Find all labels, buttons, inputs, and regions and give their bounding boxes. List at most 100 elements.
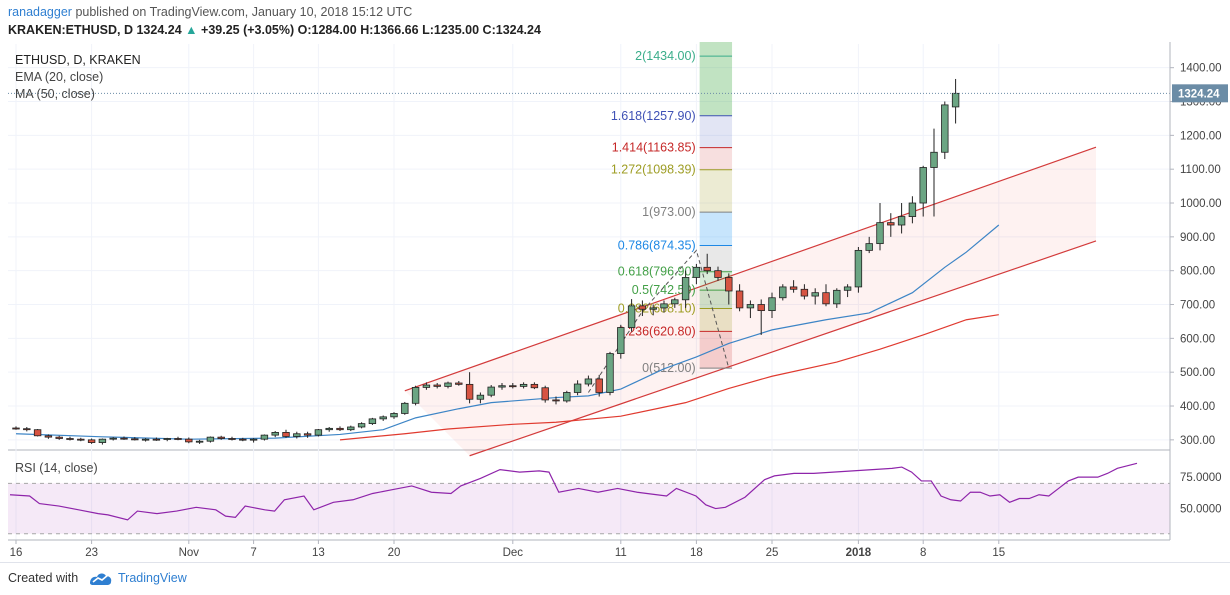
candle-body <box>314 429 323 436</box>
candle-body <box>66 438 74 440</box>
high-value: 1366.66 <box>373 23 419 37</box>
channel-upper-line <box>404 146 1097 392</box>
candle-body <box>487 386 495 396</box>
published-text: published on TradingView.com, January 10… <box>75 5 413 19</box>
time-tick-label: 7 <box>250 547 256 559</box>
chart-svg[interactable]: 2(1434.00) 1.618(1257.90) 1.414(1163.85) 1.… <box>0 42 1230 562</box>
rsi-tick-label: 75.0000 <box>1180 472 1222 484</box>
candle-body <box>476 394 485 400</box>
candle-body <box>249 438 258 441</box>
candle-body <box>422 384 431 388</box>
price-tick-label: 300.00 <box>1180 435 1215 447</box>
time-tick-label: 16 <box>10 547 23 559</box>
price-tick-label: 600.00 <box>1180 333 1215 345</box>
fib-level-label: 1.618(1257.90) <box>611 109 696 123</box>
change-arrow-icon: ▲ <box>185 23 198 37</box>
fib-trend-path <box>587 249 730 393</box>
candle-body <box>347 426 355 431</box>
candle-body <box>563 392 571 402</box>
publish-line: ranadagger published on TradingView.com,… <box>8 5 412 19</box>
candle-body <box>941 104 949 153</box>
candle-body <box>12 427 20 430</box>
fib-zone <box>699 169 733 213</box>
tradingview-logo-icon <box>90 573 112 585</box>
legend-rsi[interactable]: RSI (14, close) <box>15 461 98 475</box>
candle-body <box>120 437 128 440</box>
candle-body <box>584 378 593 385</box>
price-tick-label: 1000.00 <box>1180 198 1222 210</box>
last-price-badge-label: 1324.24 <box>1178 88 1220 100</box>
candle-body <box>152 438 161 441</box>
candle-body <box>217 436 225 439</box>
candle-body <box>357 423 366 428</box>
candle-body <box>509 385 517 388</box>
fib-zone <box>699 147 733 170</box>
created-with-text: Created with <box>8 571 79 585</box>
candle-body <box>671 299 679 305</box>
candle-body <box>33 429 42 437</box>
candle-body <box>768 297 776 312</box>
candle-body <box>498 385 506 388</box>
candle-body <box>541 387 549 401</box>
candle-body <box>606 353 614 393</box>
candle-body <box>757 304 765 312</box>
candle-body <box>703 266 711 272</box>
candle-body <box>876 222 884 245</box>
author-link[interactable]: ranadagger <box>8 5 72 19</box>
candle-body <box>811 292 819 297</box>
fib-level-label: 1.272(1098.39) <box>611 163 696 177</box>
time-tick-label: 15 <box>992 547 1005 559</box>
candle-body <box>854 249 863 288</box>
fib-zone <box>699 290 733 309</box>
last-price: 1324.24 <box>136 23 182 37</box>
candle-body <box>303 433 312 436</box>
price-tick-label: 500.00 <box>1180 367 1215 379</box>
grid <box>8 44 1170 540</box>
candle-body <box>714 270 722 278</box>
fib-level-label: 0.236(620.80) <box>618 324 696 338</box>
tradingview-link[interactable]: TradingView <box>118 571 187 585</box>
change-value: +39.25 (+3.05%) <box>201 23 295 37</box>
fib-level-label: 0.786(874.35) <box>618 239 696 253</box>
ma-50-line <box>339 314 999 441</box>
candle-body <box>411 387 420 404</box>
fib-zone <box>699 56 733 116</box>
candle-body <box>833 289 841 305</box>
fibonacci-extension: 2(1434.00) 1.618(1257.90) 1.414(1163.85) 1.… <box>587 42 733 393</box>
legend-ema[interactable]: EMA (20, close) <box>15 70 103 84</box>
candle-body <box>174 438 182 440</box>
candle-body <box>185 438 193 443</box>
candle-body <box>638 305 647 310</box>
candle-body <box>649 307 657 310</box>
candle-body <box>530 383 539 389</box>
time-tick-label: 13 <box>312 547 325 559</box>
candle-body <box>897 216 906 226</box>
candle-body <box>293 433 301 437</box>
candle-body <box>44 435 53 438</box>
candle-body <box>77 438 85 441</box>
candle-body <box>239 438 247 441</box>
price-tick-label: 900.00 <box>1180 232 1215 244</box>
candle-body <box>55 436 63 439</box>
rsi-tick-label: 50.0000 <box>1180 504 1222 516</box>
chart-area[interactable]: 2(1434.00) 1.618(1257.90) 1.414(1163.85) 1.… <box>0 42 1230 562</box>
candle-body <box>692 266 701 278</box>
fib-zone <box>699 115 733 148</box>
legend-ma[interactable]: MA (50, close) <box>15 87 95 101</box>
fib-level-label: 0.618(796.90) <box>618 265 696 279</box>
candle-body <box>908 202 917 217</box>
candle-body <box>98 438 107 443</box>
time-tick-label: 11 <box>615 547 627 559</box>
candle-body <box>195 440 204 443</box>
time-tick-label: Nov <box>179 547 200 559</box>
time-tick-label: 23 <box>85 547 98 559</box>
candle-body <box>23 428 31 431</box>
candle-body <box>109 437 117 440</box>
candle-body <box>325 427 333 431</box>
candle-body <box>779 286 787 299</box>
axes: 1400.001300.001200.001100.001000.00900.0… <box>8 42 1228 559</box>
open-value: 1284.00 <box>311 23 357 37</box>
fib-level-label: 1.414(1163.85) <box>612 141 696 155</box>
candle-body <box>87 439 96 443</box>
candles <box>12 78 960 445</box>
